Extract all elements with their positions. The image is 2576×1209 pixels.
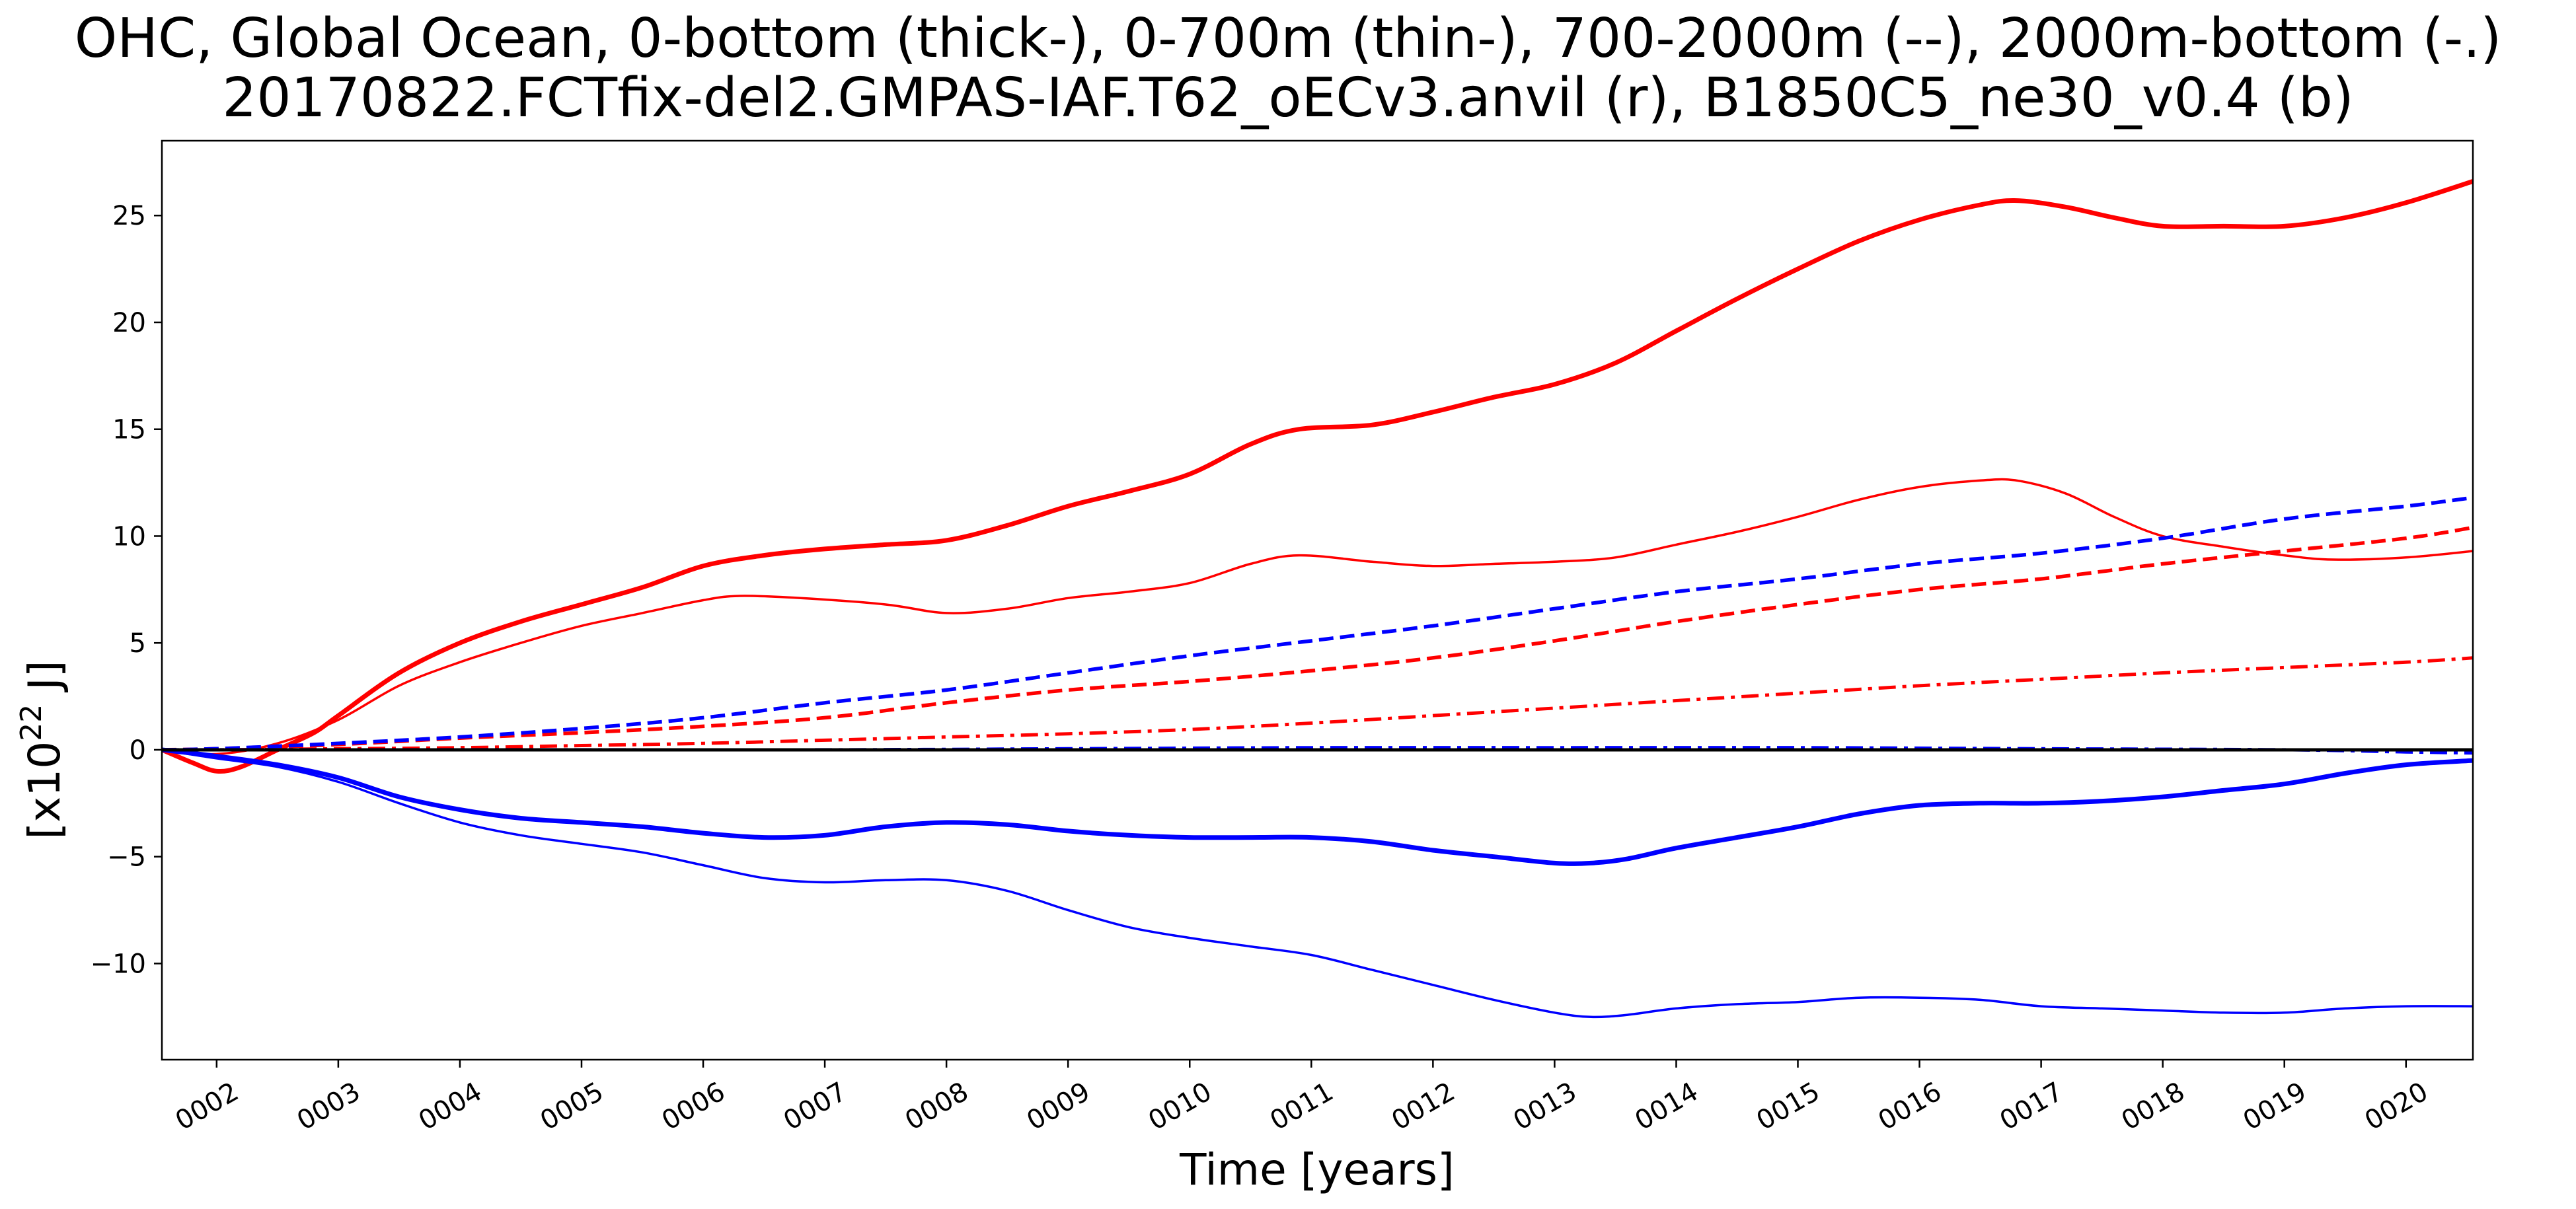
series-line-1 [162, 478, 2473, 756]
chart-subtitle: 20170822.FCTfix-del2.GMPAS-IAF.T62_oECv3… [222, 67, 2354, 129]
chart-title: OHC, Global Ocean, 0-bottom (thick-), 0-… [74, 7, 2502, 70]
y-tick-label-3: 5 [130, 628, 146, 659]
x-tick-label-5: 0007 [778, 1076, 852, 1136]
series-layer [162, 179, 2473, 1019]
x-tick-label-2: 0004 [414, 1076, 487, 1136]
y-tick-label-6: 20 [112, 308, 146, 338]
y-tick-label-1: −5 [107, 842, 146, 873]
x-tick-label-11: 0013 [1508, 1076, 1581, 1136]
x-tick-label-17: 0019 [2238, 1076, 2312, 1136]
series-line-5 [162, 749, 2473, 1019]
x-tick-label-0: 0002 [170, 1076, 244, 1136]
x-tick-label-3: 0005 [535, 1076, 609, 1136]
x-tick-label-1: 0003 [292, 1076, 365, 1136]
x-tick-label-12: 0014 [1630, 1076, 1703, 1136]
y-tick-label-5: 15 [112, 415, 146, 445]
series-line-0 [162, 179, 2473, 774]
x-tick-label-8: 0010 [1143, 1076, 1217, 1136]
x-tick-label-6: 0008 [900, 1076, 973, 1136]
y-tick-label-7: 25 [112, 201, 146, 231]
series-line-6 [162, 495, 2473, 752]
x-tick-label-10: 0012 [1386, 1076, 1460, 1136]
x-axis-label: Time [years] [1179, 1144, 1455, 1195]
x-tick-label-15: 0017 [1995, 1076, 2068, 1136]
y-tick-label-0: −10 [91, 949, 146, 979]
x-tick-label-18: 0020 [2360, 1076, 2433, 1136]
series-line-4 [162, 747, 2473, 866]
y-axis-label-suffix: J] [19, 661, 70, 704]
x-tick-label-13: 0015 [1751, 1076, 1825, 1136]
series-line-2 [162, 525, 2473, 752]
y-axis-label-exponent: 22 [15, 704, 48, 741]
x-tick-label-9: 0011 [1265, 1076, 1338, 1136]
series-line-3 [162, 656, 2473, 752]
x-tick-label-4: 0006 [657, 1076, 730, 1136]
x-tick-label-14: 0016 [1874, 1076, 1947, 1136]
x-tick-label-16: 0018 [2117, 1076, 2190, 1136]
axes-layer: 0002 0003 0004 0005 0006 0007 0008 0009 0010 0011… [91, 139, 2474, 1136]
y-tick-label-4: 10 [112, 521, 146, 552]
plot-frame [161, 139, 2474, 1061]
y-axis-label-prefix: [x10 [19, 741, 70, 840]
y-tick-label-2: 0 [130, 735, 146, 766]
x-tick-label-7: 0009 [1022, 1076, 1095, 1136]
y-axis-label: [x1022 J] [15, 661, 70, 840]
